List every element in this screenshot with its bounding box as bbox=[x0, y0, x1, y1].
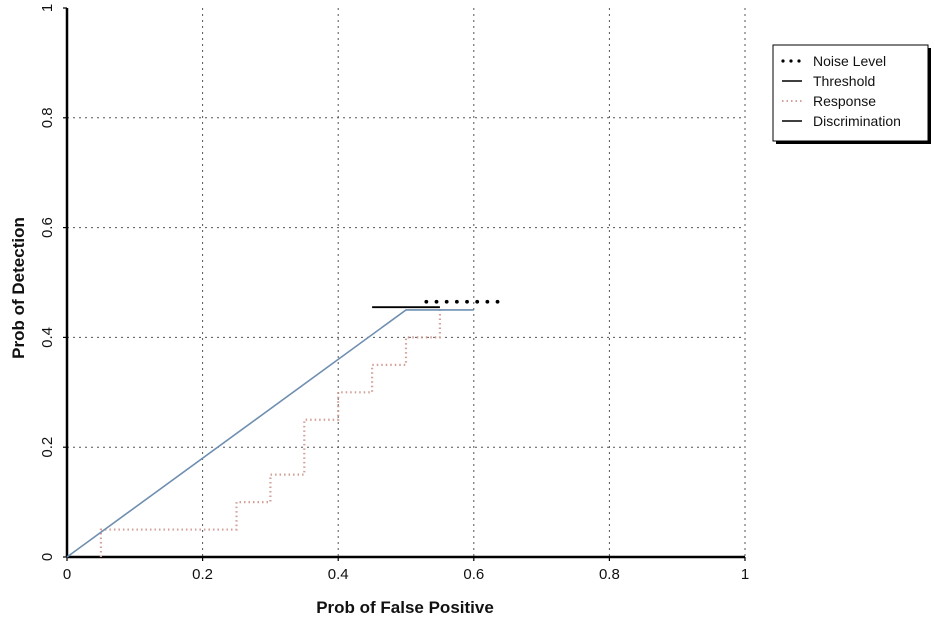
y-tick-label: 0.4 bbox=[39, 327, 56, 348]
legend: Noise Level Threshold Response Discriminati… bbox=[772, 44, 931, 144]
series-noise-level bbox=[424, 299, 500, 304]
y-tick-label: 0.2 bbox=[39, 437, 56, 458]
y-tick-label: 1 bbox=[39, 4, 56, 12]
legend-label: Response bbox=[813, 93, 876, 109]
legend-swatch-noise-level bbox=[781, 59, 801, 63]
legend-marker bbox=[781, 59, 785, 63]
x-tick-label: 0.8 bbox=[599, 566, 620, 583]
x-tick-label: 0.4 bbox=[328, 566, 349, 583]
x-tick-label: 0.6 bbox=[463, 566, 484, 583]
series-response bbox=[99, 309, 441, 557]
y-tick-label: 0.8 bbox=[39, 107, 56, 128]
y-tick-label: 0.6 bbox=[39, 217, 56, 238]
axes bbox=[65, 8, 745, 559]
legend-marker bbox=[797, 59, 801, 63]
x-tick-label: 0 bbox=[63, 566, 71, 583]
noise-level-point bbox=[465, 299, 469, 304]
legend-marker bbox=[789, 59, 793, 63]
legend-label: Discrimination bbox=[813, 113, 901, 129]
legend-label: Noise Level bbox=[813, 53, 886, 69]
legend-label: Threshold bbox=[813, 73, 875, 89]
y-tick-label: 0 bbox=[39, 553, 56, 561]
noise-level-point bbox=[434, 299, 439, 304]
y-axis-label: Prob of Detection bbox=[9, 217, 28, 359]
x-axis-ticks: 0 0.2 0.4 0.6 0.8 1 bbox=[63, 557, 749, 583]
noise-level-point bbox=[454, 299, 459, 304]
noise-level-point bbox=[485, 299, 490, 304]
series-layer bbox=[66, 299, 500, 558]
grid-lines bbox=[67, 8, 746, 557]
noise-level-point bbox=[495, 299, 500, 304]
noise-level-point bbox=[475, 299, 480, 304]
series-discrimination bbox=[66, 309, 474, 558]
y-axis-ticks: 0 0.2 0.4 0.6 0.8 1 bbox=[39, 4, 67, 561]
x-tick-label: 0.2 bbox=[192, 566, 213, 583]
x-tick-label: 1 bbox=[741, 566, 749, 583]
noise-level-point bbox=[444, 299, 449, 304]
x-axis-label: Prob of False Positive bbox=[316, 598, 494, 617]
noise-level-point bbox=[424, 299, 429, 304]
